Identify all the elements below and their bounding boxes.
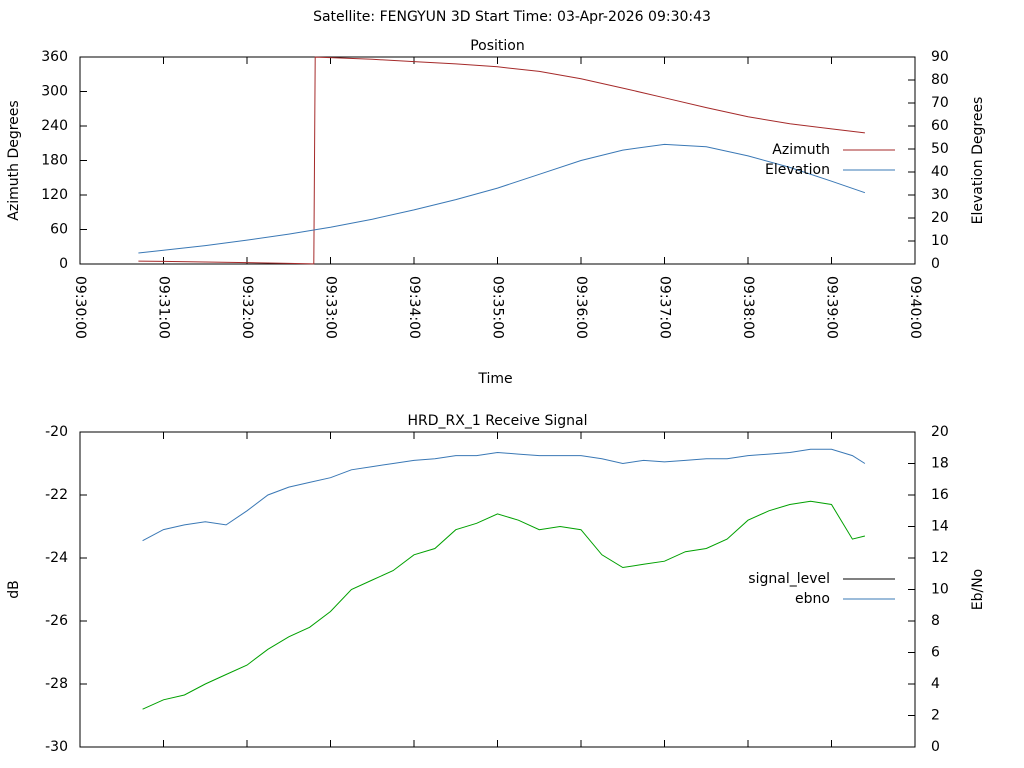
y-axis-label: dB <box>6 580 22 599</box>
page-title: Satellite: FENGYUN 3D Start Time: 03-Apr… <box>313 9 711 25</box>
y-tick-label: -28 <box>45 676 68 692</box>
y2-tick-label: 18 <box>931 456 949 472</box>
x-tick-label: 09:37:00 <box>657 276 673 339</box>
y2-tick-label: 0 <box>931 739 940 755</box>
y2-tick-label: 50 <box>931 141 949 157</box>
y2-tick-label: 14 <box>931 519 949 535</box>
y2-tick-label: 16 <box>931 487 949 503</box>
y-tick-label: 180 <box>41 153 68 169</box>
chart-title: HRD_RX_1 Receive Signal <box>408 413 588 429</box>
series-line <box>138 143 866 254</box>
x-axis-label: Time <box>477 371 512 387</box>
x-tick-label: 09:31:00 <box>156 276 172 339</box>
y2-tick-label: 6 <box>931 645 940 661</box>
y2-tick-label: 8 <box>931 613 940 629</box>
y-axis-label: Azimuth Degrees <box>6 100 22 220</box>
series-line <box>142 500 866 710</box>
legend-label: Azimuth <box>772 142 830 158</box>
y2-tick-label: 80 <box>931 72 949 88</box>
y-tick-label: 60 <box>50 222 68 238</box>
y2-axis-label: Eb/No <box>970 569 986 611</box>
x-tick-label: 09:30:00 <box>72 276 88 339</box>
y2-tick-label: 20 <box>931 424 949 440</box>
y2-tick-label: 90 <box>931 49 949 65</box>
y-tick-label: 120 <box>41 187 68 203</box>
y2-tick-label: 70 <box>931 95 949 111</box>
y-tick-label: 0 <box>59 256 68 272</box>
legend-label: signal_level <box>748 571 830 587</box>
y2-axis-label: Elevation Degrees <box>970 97 986 225</box>
y2-tick-label: 40 <box>931 164 949 180</box>
x-tick-label: 09:34:00 <box>406 276 422 339</box>
series-line <box>142 448 866 542</box>
x-tick-label: 09:36:00 <box>573 276 589 339</box>
y2-tick-label: 10 <box>931 582 949 598</box>
x-tick-label: 09:39:00 <box>824 276 840 339</box>
y-tick-label: 360 <box>41 49 68 65</box>
y-tick-label: -30 <box>45 739 68 755</box>
y2-tick-label: 20 <box>931 210 949 226</box>
series-line <box>138 56 865 265</box>
y2-tick-label: 10 <box>931 233 949 249</box>
y2-tick-label: 2 <box>931 708 940 724</box>
chart-title: Position <box>470 38 525 54</box>
y-tick-label: -22 <box>45 487 68 503</box>
y2-tick-label: 12 <box>931 550 949 566</box>
y-tick-label: 300 <box>41 84 68 100</box>
x-tick-label: 09:33:00 <box>323 276 339 339</box>
legend-label: ebno <box>795 591 830 607</box>
legend-label: Elevation <box>765 162 830 178</box>
y2-tick-label: 0 <box>931 256 940 272</box>
y2-tick-label: 60 <box>931 118 949 134</box>
y-tick-label: -26 <box>45 613 68 629</box>
x-tick-label: 09:32:00 <box>239 276 255 339</box>
y2-tick-label: 30 <box>931 187 949 203</box>
x-tick-label: 09:40:00 <box>907 276 923 339</box>
y-tick-label: -20 <box>45 424 68 440</box>
y-tick-label: 240 <box>41 118 68 134</box>
x-tick-label: 09:38:00 <box>740 276 756 339</box>
y-tick-label: -24 <box>45 550 68 566</box>
x-tick-label: 09:35:00 <box>490 276 506 339</box>
y2-tick-label: 4 <box>931 676 940 692</box>
